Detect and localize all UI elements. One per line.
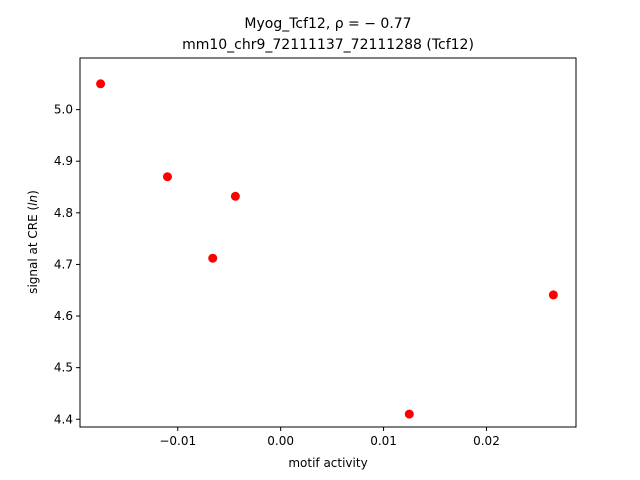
- chart-title-line2: mm10_chr9_72111137_72111288 (Tcf12): [182, 37, 474, 53]
- y-tick-label: 4.5: [54, 361, 73, 375]
- y-tick-label: 4.8: [54, 206, 73, 220]
- x-tick-label: 0.00: [267, 434, 294, 448]
- data-point: [96, 79, 106, 89]
- data-point: [548, 290, 558, 300]
- x-axis-label: motif activity: [288, 456, 367, 470]
- y-tick-label: 4.6: [54, 309, 73, 323]
- plot-area-frame: [79, 57, 577, 428]
- data-points: [96, 79, 558, 419]
- y-tick-label: 4.9: [54, 154, 73, 168]
- chart-title-line1: Myog_Tcf12, ρ = − 0.77: [244, 16, 411, 32]
- data-point: [162, 172, 172, 182]
- y-tick-label: 4.7: [54, 257, 73, 271]
- y-tick-label: 4.4: [54, 412, 73, 426]
- data-point: [208, 253, 218, 263]
- data-point: [230, 191, 240, 201]
- x-axis-ticks: −0.01 0.00 0.01 0.02: [159, 427, 500, 448]
- y-axis-ticks: 4.4 4.5 4.6 4.7 4.8 4.9 5.0: [54, 103, 80, 426]
- x-tick-label: −0.01: [159, 434, 196, 448]
- y-tick-label: 5.0: [54, 103, 73, 117]
- x-tick-label: 0.01: [370, 434, 397, 448]
- data-point: [404, 409, 414, 419]
- y-axis-label: signal at CRE (ln): [26, 190, 40, 294]
- x-tick-label: 0.02: [473, 434, 500, 448]
